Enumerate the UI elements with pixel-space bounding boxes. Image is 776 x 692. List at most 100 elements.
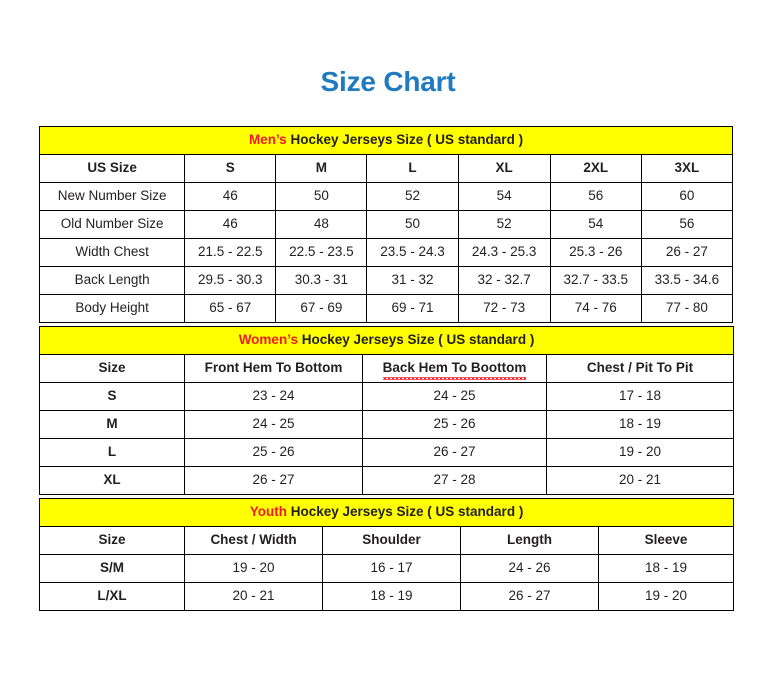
table-cell: 33.5 - 34.6: [640, 266, 734, 295]
table-cell: XL: [457, 154, 551, 183]
table-cell: 48: [275, 210, 368, 239]
table-cell: 18 - 19: [546, 410, 734, 439]
row-label: S/M: [39, 554, 185, 583]
table-row: S 23 - 24 24 - 25 17 - 18: [39, 382, 734, 411]
column-header: Back Hem To Boottom: [362, 354, 547, 383]
table-row: US Size S M L XL 2XL 3XL: [38, 154, 734, 183]
table-cell: 22.5 - 23.5: [275, 238, 368, 267]
mens-banner: Men’s Hockey Jerseys Size ( US standard …: [39, 126, 733, 155]
table-cell: 20 - 21: [184, 582, 323, 611]
womens-banner: Women’s Hockey Jerseys Size ( US standar…: [39, 326, 734, 355]
table-row: M 24 - 25 25 - 26 18 - 19: [39, 410, 734, 439]
table-cell: 23 - 24: [184, 382, 363, 411]
row-label: XL: [39, 466, 185, 495]
table-cell: 24 - 26: [460, 554, 599, 583]
table-row: XL 26 - 27 27 - 28 20 - 21: [39, 466, 734, 495]
size-chart-tables: Men’s Hockey Jerseys Size ( US standard …: [38, 126, 735, 611]
table-cell: 21.5 - 22.5: [184, 238, 277, 267]
womens-header-row: Size Front Hem To Bottom Back Hem To Boo…: [39, 354, 734, 383]
table-cell: 50: [275, 182, 368, 211]
table-cell: 25 - 26: [184, 438, 363, 467]
table-cell: 46: [184, 182, 277, 211]
table-row: L 25 - 26 26 - 27 19 - 20: [39, 438, 734, 467]
table-cell: S: [184, 154, 277, 183]
table-cell: 77 - 80: [640, 294, 734, 323]
youth-header-row: Size Chest / Width Shoulder Length Sleev…: [39, 526, 735, 555]
column-header: Sleeve: [597, 526, 735, 555]
table-cell: M: [275, 154, 368, 183]
table-cell: 23.5 - 24.3: [366, 238, 459, 267]
table-cell: 54: [457, 182, 551, 211]
table-cell: 50: [366, 210, 459, 239]
table-cell: 32 - 32.7: [457, 266, 551, 295]
table-cell: 67 - 69: [275, 294, 368, 323]
column-header: Size: [39, 526, 185, 555]
table-cell: 52: [457, 210, 551, 239]
table-cell: 24 - 25: [362, 382, 547, 411]
column-header: Shoulder: [322, 526, 461, 555]
womens-size-table: Women’s Hockey Jerseys Size ( US standar…: [39, 326, 734, 495]
mens-banner-row: Men’s Hockey Jerseys Size ( US standard …: [39, 126, 733, 155]
table-cell: 3XL: [640, 154, 734, 183]
table-cell: 24 - 25: [184, 410, 363, 439]
table-cell: 26 - 27: [460, 582, 599, 611]
youth-banner-accent: Youth: [249, 504, 287, 520]
table-cell: 16 - 17: [322, 554, 461, 583]
table-cell: 46: [184, 210, 277, 239]
row-label: L: [39, 438, 185, 467]
table-cell: 24.3 - 25.3: [457, 238, 551, 267]
table-cell: 19 - 20: [184, 554, 323, 583]
table-row: Width Chest 21.5 - 22.5 22.5 - 23.5 23.5…: [38, 238, 734, 267]
table-cell: 29.5 - 30.3: [184, 266, 277, 295]
table-cell: 74 - 76: [549, 294, 642, 323]
table-cell: 56: [549, 182, 642, 211]
table-row: S/M 19 - 20 16 - 17 24 - 26 18 - 19: [39, 554, 735, 583]
table-cell: 26 - 27: [184, 466, 363, 495]
table-cell: 72 - 73: [457, 294, 551, 323]
youth-banner-row: Youth Hockey Jerseys Size ( US standard …: [38, 498, 735, 527]
column-header: Length: [460, 526, 599, 555]
column-header: Chest / Width: [184, 526, 323, 555]
table-cell: 31 - 32: [366, 266, 459, 295]
table-row: L/XL 20 - 21 18 - 19 26 - 27 19 - 20: [39, 582, 735, 611]
table-row: Old Number Size 46 48 50 52 54 56: [38, 210, 734, 239]
youth-banner: Youth Hockey Jerseys Size ( US standard …: [38, 498, 735, 527]
table-cell: 18 - 19: [597, 554, 735, 583]
table-cell: 26 - 27: [640, 238, 734, 267]
table-cell: 32.7 - 33.5: [549, 266, 642, 295]
youth-size-table: Youth Hockey Jerseys Size ( US standard …: [38, 498, 735, 611]
page-title: Size Chart: [320, 66, 456, 97]
table-cell: 17 - 18: [546, 382, 734, 411]
table-row: Body Height 65 - 67 67 - 69 69 - 71 72 -…: [38, 294, 734, 323]
table-row: New Number Size 46 50 52 54 56 60: [38, 182, 734, 211]
youth-banner-rest: Hockey Jerseys Size ( US standard ): [286, 504, 524, 520]
womens-banner-rest: Hockey Jerseys Size ( US standard ): [297, 332, 535, 348]
column-header: Chest / Pit To Pit: [546, 354, 734, 383]
table-cell: 19 - 20: [546, 438, 734, 467]
table-cell: 30.3 - 31: [275, 266, 368, 295]
table-cell: 52: [366, 182, 459, 211]
table-row: Back Length 29.5 - 30.3 30.3 - 31 31 - 3…: [38, 266, 734, 295]
column-header: Front Hem To Bottom: [184, 354, 363, 383]
table-cell: 60: [640, 182, 734, 211]
table-cell: 26 - 27: [362, 438, 547, 467]
column-header: Size: [39, 354, 185, 383]
row-label: Body Height: [38, 294, 186, 323]
table-cell: 25 - 26: [362, 410, 547, 439]
womens-banner-row: Women’s Hockey Jerseys Size ( US standar…: [39, 326, 734, 355]
table-cell: 54: [549, 210, 642, 239]
mens-banner-accent: Men’s: [248, 132, 287, 148]
table-cell: 69 - 71: [366, 294, 459, 323]
misspelled-header-text: Back Hem To Boottom: [382, 360, 527, 380]
mens-banner-rest: Hockey Jerseys Size ( US standard ): [286, 132, 524, 148]
table-cell: 27 - 28: [362, 466, 547, 495]
row-label: Width Chest: [38, 238, 186, 267]
row-label: L/XL: [39, 582, 185, 611]
table-cell: L: [366, 154, 459, 183]
table-cell: 65 - 67: [184, 294, 277, 323]
row-label: S: [39, 382, 185, 411]
mens-size-table: Men’s Hockey Jerseys Size ( US standard …: [38, 126, 734, 323]
table-cell: 25.3 - 26: [549, 238, 642, 267]
table-cell: 18 - 19: [322, 582, 461, 611]
